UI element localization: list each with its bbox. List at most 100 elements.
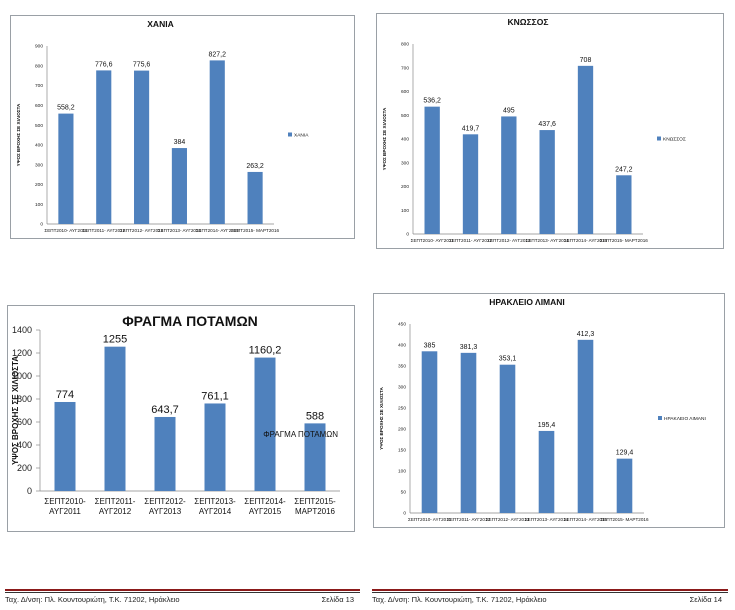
bar: [460, 352, 477, 513]
data-label: 588: [306, 410, 324, 422]
bar: [499, 364, 516, 513]
y-tick-label: 700: [35, 83, 43, 89]
legend-swatch: [288, 132, 292, 137]
x-tick-label: ΣΕΠΤ2011- ΑΥΓ2012: [449, 238, 492, 243]
y-tick-label: 200: [401, 184, 409, 190]
chart-fragma-potamon: ΦΡΑΓΜΑ ΠΟΤΑΜΩΝ 0 200 400 600 800 1000 1200 1400 Υ…: [7, 305, 355, 532]
y-tick-label: 250: [398, 406, 406, 412]
x-tick-label: ΣΕΠΤ2010- ΑΥΓ2011: [411, 238, 454, 243]
y-tick-label: 100: [35, 202, 43, 208]
data-label: 761,1: [201, 390, 229, 402]
y-tick-label: 800: [17, 394, 32, 404]
y-tick-label: 800: [35, 63, 43, 69]
x-tick-label: ΣΕΠΤ2014- ΑΥΓ2015: [564, 238, 608, 243]
y-tick-label: 400: [35, 143, 43, 149]
bar: [96, 70, 112, 224]
bar: [538, 430, 555, 513]
y-tick-label: 450: [398, 322, 406, 328]
chart-chania: ΧΑΝΙΑ 0 100 200 300 400 500 600 700 800 900 ΥΨΟΣ ΒΡ…: [10, 15, 355, 239]
x-tick-label: ΣΕΠΤ2014- ΑΥΓ2015: [564, 517, 608, 522]
legend-label: ΦΡΑΓΜΑ ΠΟΤΑΜΩΝ: [263, 430, 338, 439]
bar: [154, 416, 176, 491]
y-tick-label: 400: [401, 137, 409, 143]
chart-svg: ΚΝΩΣΣΟΣ 0 100 200 300 400 500 600 700 800 ΥΨΟΣ ΒΡΟ…: [382, 17, 686, 243]
y-tick-label: 0: [403, 511, 406, 517]
footer-rule: [372, 589, 728, 591]
data-label: 129,4: [616, 450, 634, 457]
y-tick-label: 1400: [12, 325, 32, 335]
bar: [577, 65, 594, 234]
footer-address: Ταχ. Δ/νση: Πλ. Κουντουριώτη, Τ.Κ. 71202…: [5, 595, 180, 604]
y-axis-label: ΥΨΟΣ ΒΡΟΧΗΣ ΣΕ ΧΙΛΙΟΣΤΑ: [379, 387, 384, 450]
bar: [501, 116, 517, 234]
footer-rule: [5, 592, 360, 593]
y-tick-label: 400: [17, 440, 32, 450]
footer-page-13: Ταχ. Δ/νση: Πλ. Κουντουριώτη, Τ.Κ. 71202…: [5, 589, 360, 609]
legend-swatch: [657, 136, 661, 141]
y-tick-label: 100: [401, 208, 409, 214]
data-label: 495: [503, 107, 515, 114]
x-tick-label: ΣΕΠΤ2015-ΜΑΡΤ2016: [294, 497, 336, 516]
data-label: 437,6: [538, 121, 556, 128]
x-tick-label: ΣΕΠΤ2015- ΜΑΡΤ2016: [600, 517, 648, 522]
y-tick-label: 600: [35, 103, 43, 109]
bar: [616, 175, 632, 234]
data-label: 1160,2: [249, 345, 282, 357]
bar: [209, 60, 225, 224]
legend-swatch: [658, 416, 662, 420]
footer-rule: [5, 589, 360, 591]
bar: [424, 106, 440, 234]
data-label: 1255: [103, 334, 127, 346]
x-tick-label: ΣΕΠΤ2011- ΑΥΓ2012: [447, 517, 490, 522]
chart-title: ΗΡΑΚΛΕΙΟ ΛΙΜΑΝΙ: [489, 297, 565, 307]
x-tick-label: ΣΕΠΤ2012- ΑΥΓ2013: [487, 238, 531, 243]
y-tick-label: 300: [35, 162, 43, 168]
x-tick-label: ΣΕΠΤ2012-ΑΥΓ2013: [144, 497, 186, 516]
chart-knossos: ΚΝΩΣΣΟΣ 0 100 200 300 400 500 600 700 800 ΥΨΟΣ ΒΡΟ…: [376, 13, 724, 249]
x-tick-label: ΣΕΠΤ2011- ΑΥΓ2012: [82, 228, 125, 233]
y-axis-label: ΥΨΟΣ ΒΡΟΧΗΣ ΣΕ ΧΙΛΙΟΣΤΑ: [11, 356, 20, 465]
bar: [204, 403, 226, 491]
data-label: 536,2: [423, 98, 441, 105]
y-tick-label: 0: [40, 222, 43, 228]
data-label: 247,2: [615, 166, 633, 173]
data-label: 774: [56, 389, 74, 401]
y-tick-label: 1000: [12, 371, 32, 381]
y-tick-label: 200: [35, 182, 43, 188]
y-axis-label: ΥΨΟΣ ΒΡΟΧΗΣ ΣΕ ΧΙΛΙΟΣΤΑ: [382, 107, 387, 170]
data-label: 827,2: [208, 51, 226, 58]
data-label: 419,7: [462, 125, 480, 132]
bar: [462, 134, 479, 234]
legend-label: ΗΡΑΚΛΕΙΟ ΛΙΜΑΝΙ: [664, 416, 706, 422]
y-tick-label: 50: [401, 490, 407, 496]
y-tick-label: 1200: [12, 348, 32, 358]
bar: [104, 346, 126, 491]
data-label: 263,2: [246, 163, 264, 170]
x-tick-label: ΣΕΠΤ2013- ΑΥΓ2014: [525, 517, 569, 522]
y-tick-label: 800: [401, 42, 409, 48]
data-label: 412,3: [577, 331, 595, 338]
bar: [171, 148, 187, 224]
data-label: 195,4: [538, 422, 556, 429]
data-label: 385: [424, 342, 436, 349]
data-label: 381,3: [460, 344, 478, 351]
y-tick-label: 600: [401, 89, 409, 95]
y-tick-label: 500: [401, 113, 409, 119]
chart-svg: ΦΡΑΓΜΑ ΠΟΤΑΜΩΝ 0 200 400 600 800 1000 1200 1400 Υ…: [11, 313, 340, 516]
y-tick-label: 500: [35, 123, 43, 129]
chart-svg: ΗΡΑΚΛΕΙΟ ΛΙΜΑΝΙ 0 50 100 150 200 250 300 350 400 4…: [379, 297, 706, 522]
y-tick-label: 0: [27, 486, 32, 496]
y-tick-label: 0: [406, 232, 409, 238]
bar: [577, 339, 594, 513]
chart-title: ΦΡΑΓΜΑ ΠΟΤΑΜΩΝ: [122, 313, 258, 329]
chart-irakleio-limani: ΗΡΑΚΛΕΙΟ ΛΙΜΑΝΙ 0 50 100 150 200 250 300 350 400 4…: [373, 293, 725, 528]
x-tick-label: ΣΕΠΤ2012- ΑΥΓ2013: [120, 228, 164, 233]
data-label: 353,1: [499, 356, 517, 363]
y-axis-label: ΥΨΟΣ ΒΡΟΧΗΣ ΣΕ ΧΙΛΙΟΣΤΑ: [16, 103, 21, 166]
footer-page-14: Ταχ. Δ/νση: Πλ. Κουντουριώτη, Τ.Κ. 71202…: [372, 589, 728, 609]
y-tick-label: 300: [401, 160, 409, 166]
y-tick-label: 700: [401, 65, 409, 71]
x-tick-label: ΣΕΠΤ2013-ΑΥΓ2014: [194, 497, 236, 516]
bar: [254, 357, 276, 491]
bar: [247, 171, 263, 224]
